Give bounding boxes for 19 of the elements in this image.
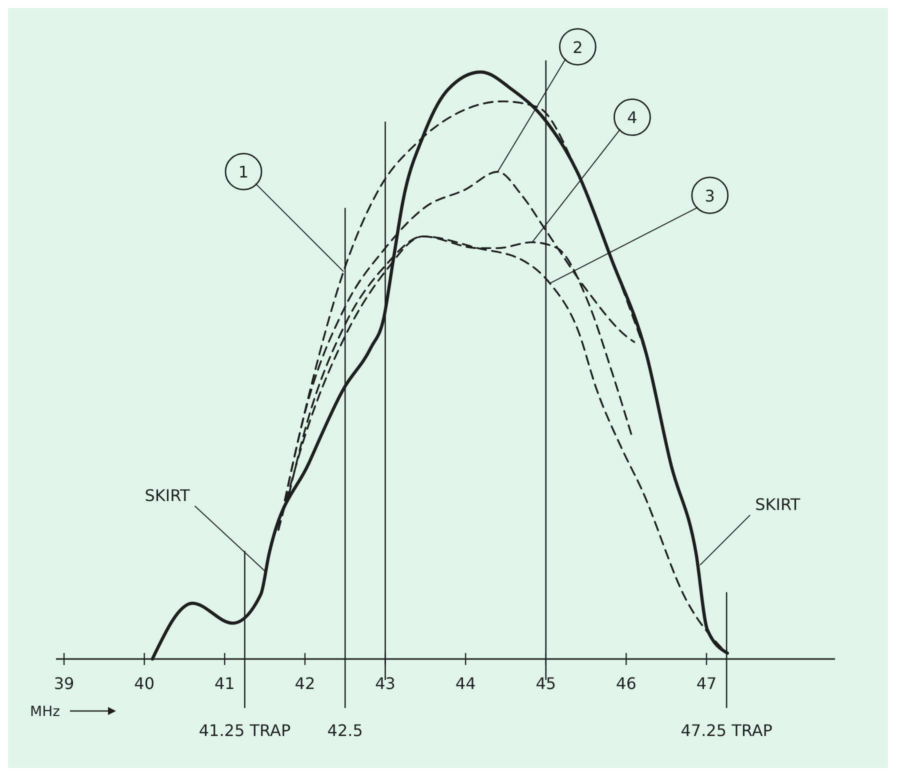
x-tick-label: 42 <box>294 674 316 693</box>
annotation: SKIRT <box>755 495 800 514</box>
text: 3 <box>704 186 715 206</box>
ref-line-label: 42.5 <box>327 721 363 740</box>
x-tick-label: 47 <box>696 674 717 693</box>
x-tick-label: 44 <box>455 674 476 693</box>
x-tick-label: 39 <box>54 674 74 693</box>
x-tick-label: 45 <box>536 674 556 693</box>
x-axis-title: MHz <box>30 704 60 720</box>
text: 2 <box>572 38 583 57</box>
text: 4 <box>627 108 638 128</box>
x-tick-label: 41 <box>214 674 235 693</box>
x-tick-label: 46 <box>616 674 636 693</box>
text: 1 <box>238 162 249 182</box>
x-tick-label: 40 <box>134 674 155 693</box>
x-tick-label: 43 <box>375 674 396 693</box>
annotation: SKIRT <box>144 486 190 505</box>
ref-line-label: 47.25 TRAP <box>680 721 773 740</box>
ref-line-label: 41.25 TRAP <box>198 721 291 740</box>
